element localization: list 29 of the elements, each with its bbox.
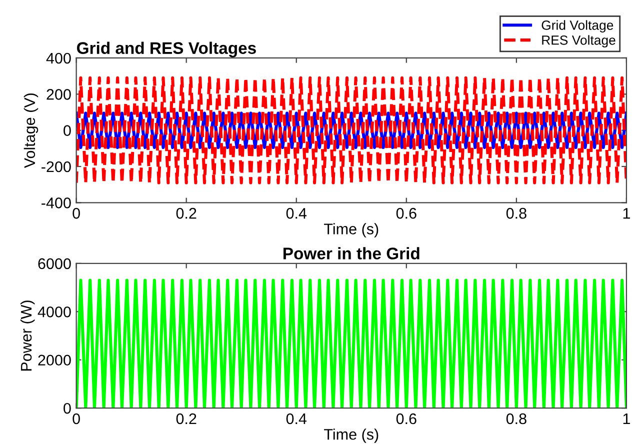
x-tick-label: 0.4 bbox=[286, 413, 307, 424]
y-axis-title: Voltage (V) bbox=[24, 93, 38, 168]
y-tick-label: -400 bbox=[42, 198, 71, 208]
y-tick-label: -200 bbox=[42, 161, 71, 172]
x-tick-label: 0.4 bbox=[286, 208, 307, 219]
legend-label: Grid Voltage bbox=[542, 20, 614, 32]
x-axis-title: Time (s) bbox=[324, 428, 378, 443]
y-tick-label: 2000 bbox=[38, 354, 71, 366]
x-axis-title: Time (s) bbox=[324, 223, 378, 238]
x-tick-label: 0.6 bbox=[396, 413, 416, 424]
y-axis-title: Power (W) bbox=[20, 300, 35, 371]
chart-title: Power in the Grid bbox=[284, 247, 420, 260]
x-tick-label: 1 bbox=[623, 414, 630, 424]
x-tick-label: 1 bbox=[623, 208, 630, 219]
y-tick-label: 0 bbox=[64, 125, 71, 136]
x-tick-label: 0 bbox=[72, 413, 80, 424]
x-tick-label: 0.6 bbox=[396, 208, 416, 219]
y-tick-label: 200 bbox=[46, 89, 71, 100]
y-tick-label: 4000 bbox=[38, 306, 71, 318]
x-tick-label: 0.2 bbox=[176, 413, 196, 424]
y-tick-label: 0 bbox=[64, 402, 71, 414]
x-tick-label: 0.2 bbox=[176, 208, 196, 219]
x-tick-label: 0.8 bbox=[506, 208, 526, 219]
y-tick-label: 6000 bbox=[38, 258, 71, 270]
x-tick-label: 0 bbox=[72, 208, 80, 219]
x-tick-label: 0.8 bbox=[506, 413, 526, 424]
chart-title: Grid and RES Voltages bbox=[77, 42, 256, 58]
y-tick-label: 400 bbox=[46, 52, 71, 64]
legend-label: RES Voltage bbox=[542, 35, 616, 48]
